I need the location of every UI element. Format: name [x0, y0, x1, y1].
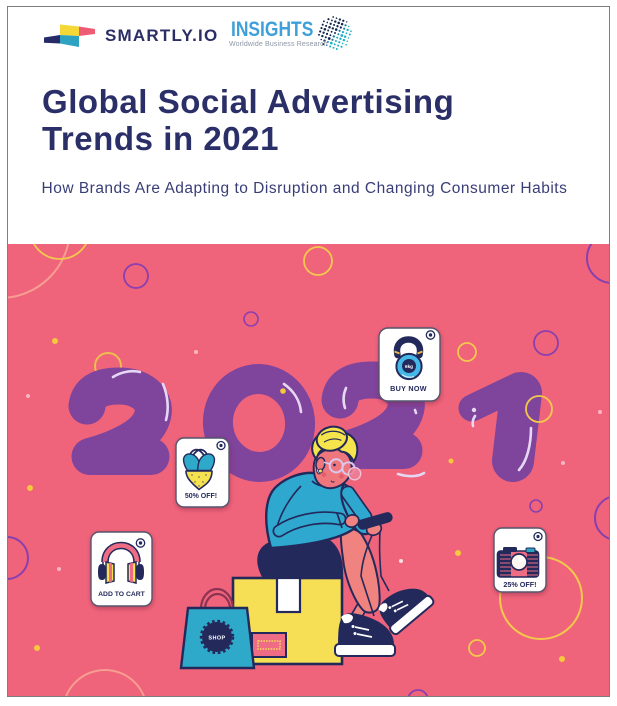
- svg-text:50% OFF!: 50% OFF!: [185, 493, 217, 500]
- svg-text:ADD TO CART: ADD TO CART: [98, 591, 146, 598]
- svg-text:BUY NOW: BUY NOW: [390, 384, 427, 393]
- svg-text:SHOP: SHOP: [208, 636, 225, 642]
- svg-text:25% OFF!: 25% OFF!: [503, 580, 536, 589]
- svg-text:6kg: 6kg: [405, 364, 413, 369]
